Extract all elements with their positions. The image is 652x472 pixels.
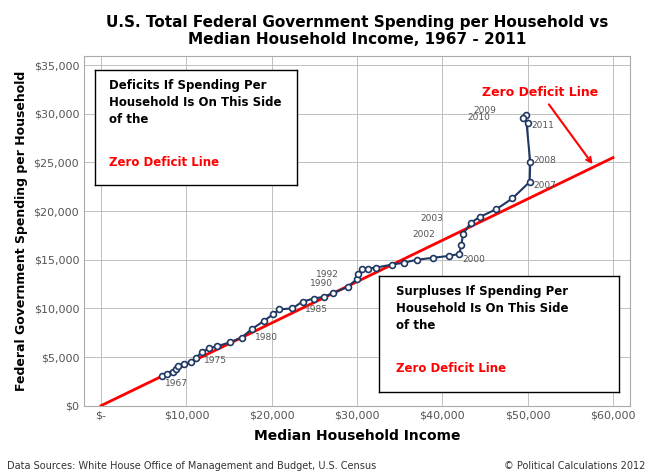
Point [371,264,381,271]
Point [247,325,258,333]
Point [520,111,531,118]
X-axis label: Median Household Income: Median Household Income [254,429,460,443]
Text: 2009: 2009 [473,107,496,116]
Text: 1980: 1980 [255,333,278,342]
Point [523,119,533,126]
Y-axis label: Federal Government Spending per Household: Federal Government Spending per Househol… [15,70,28,391]
Point [357,266,368,273]
Text: 2011: 2011 [531,121,554,130]
Point [518,114,528,121]
Text: 2008: 2008 [534,156,557,165]
Point [297,298,308,305]
Text: 1985: 1985 [305,305,328,314]
Point [458,231,468,238]
Point [274,305,284,313]
Text: 1967: 1967 [164,379,188,388]
Point [507,195,518,202]
Point [524,178,535,185]
Point [454,250,464,258]
Point [224,338,235,346]
Text: Data Sources: White House Office of Management and Budget, U.S. Census: Data Sources: White House Office of Mana… [7,461,376,471]
Point [204,345,215,352]
Point [212,343,222,350]
Text: 2010: 2010 [467,113,490,122]
Text: 1990: 1990 [310,278,333,287]
Point [363,265,373,272]
Point [456,241,467,249]
Point [259,317,269,325]
Text: 2003: 2003 [421,214,443,223]
Point [186,358,196,366]
Point [351,276,362,283]
Text: 2000: 2000 [463,255,486,264]
Title: U.S. Total Federal Government Spending per Household vs
Median Household Income,: U.S. Total Federal Government Spending p… [106,15,608,47]
Point [428,254,438,261]
Point [236,334,246,341]
Point [268,311,278,318]
Point [525,159,535,166]
Point [491,205,501,213]
Point [308,295,319,303]
Point [353,270,363,278]
Point [168,368,178,375]
Point [157,373,168,380]
Text: Zero Deficit Line: Zero Deficit Line [482,86,599,162]
Text: 1975: 1975 [204,356,228,365]
Text: 2002: 2002 [413,230,436,239]
Point [328,289,338,296]
Text: 2007: 2007 [533,181,556,190]
Point [287,304,297,312]
Point [170,365,181,372]
Point [196,348,207,356]
Point [398,259,409,267]
Point [342,283,353,291]
Point [411,256,422,263]
Point [387,261,397,269]
Point [444,252,454,260]
Point [466,219,476,227]
Point [179,360,189,368]
Point [319,293,329,301]
Point [190,354,201,362]
Text: © Political Calculations 2012: © Political Calculations 2012 [504,461,645,471]
Text: 1992: 1992 [316,270,338,279]
Point [162,370,172,377]
Point [173,362,183,370]
Point [475,213,485,221]
